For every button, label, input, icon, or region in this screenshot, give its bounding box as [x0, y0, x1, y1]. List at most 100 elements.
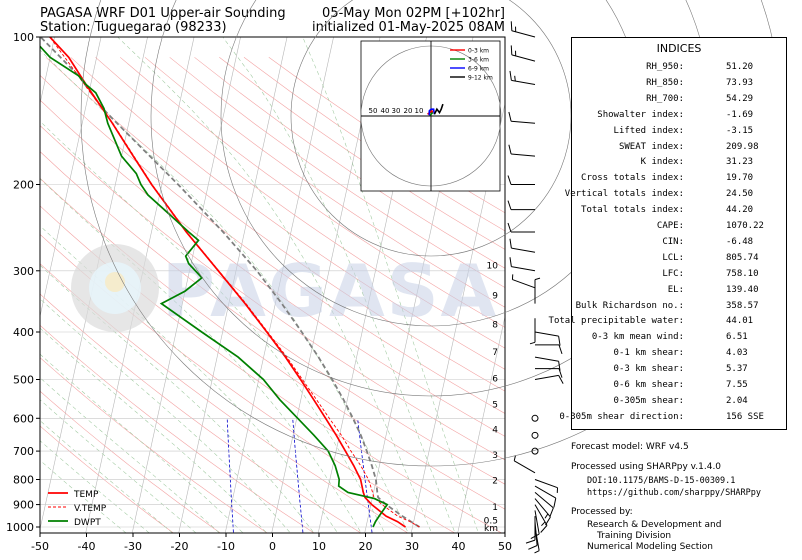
wind-barb-shaft — [534, 479, 558, 489]
wind-barb-flag — [528, 545, 538, 550]
virtual-temperature-line — [49, 37, 420, 528]
x-tick-label: 30 — [405, 540, 419, 553]
y-tick-label: 900 — [13, 499, 34, 512]
indices-panel: INDICES RH_950: 51.20 RH_850: 73.93 RH_700: 5… — [549, 37, 788, 430]
wind-barb-shaft — [534, 485, 557, 499]
index-value: 51.20 — [726, 62, 754, 72]
index-row: 0-3 km mean wind: 6.51 — [572, 332, 788, 346]
y-tick-label: 300 — [13, 265, 34, 278]
y-tick-label: 1000 — [6, 521, 34, 534]
index-row: K index: 31.23 — [572, 157, 788, 171]
mixing-ratio-line — [292, 418, 304, 533]
wind-barb-flag — [558, 336, 561, 346]
legend-label: V.TEMP — [74, 504, 107, 514]
wind-barb — [507, 222, 535, 233]
x-tick-label: 10 — [312, 540, 326, 553]
wind-barb-half — [511, 274, 514, 280]
x-tick-label: -50 — [31, 540, 49, 553]
index-label: 0-305m shear direction: — [559, 411, 684, 422]
index-row: LCL: 805.74 — [572, 253, 788, 267]
wind-barb — [534, 331, 561, 346]
hodograph-legend-label: 0-3 km — [468, 48, 489, 55]
wind-barb-half — [534, 277, 541, 281]
index-row: Lifted index: -3.15 — [572, 126, 788, 140]
pagasa-watermark: PAGASA — [71, 244, 498, 333]
wind-barb-shaft — [511, 266, 536, 272]
wind-barb-shaft — [511, 247, 536, 253]
dewpoint-line — [40, 45, 389, 528]
index-value: 358.57 — [726, 300, 759, 311]
moist-adiabat — [40, 353, 244, 533]
hodograph-ring-label: 20 — [404, 107, 413, 115]
index-value: 6.51 — [726, 332, 748, 343]
processed-by-text: Processed by: — [571, 507, 633, 517]
wind-barb-flag — [553, 497, 557, 508]
index-value: 24.50 — [726, 189, 754, 200]
temperature-line — [49, 37, 406, 528]
chart-title-left-line1: PAGASA WRF D01 Upper-air Sounding — [40, 6, 286, 21]
wind-barb-calm — [531, 431, 539, 439]
index-value: 209.98 — [726, 141, 759, 152]
y-tick-label: 100 — [13, 31, 34, 44]
x-tick-label: -40 — [78, 540, 96, 553]
moist-adiabat — [40, 225, 338, 533]
index-value: 44.01 — [726, 316, 754, 327]
moist-adiabat — [40, 264, 315, 533]
index-row: EL: 139.40 — [572, 285, 788, 299]
dry-adiabat — [95, 57, 505, 349]
x-tick-label: -30 — [124, 540, 142, 553]
index-label: CAPE: — [656, 221, 684, 231]
index-row: RH_950: 51.20 — [572, 62, 788, 76]
isotherm — [457, 315, 505, 533]
index-label: SWEAT index: — [618, 141, 684, 152]
index-label: LCL: — [662, 252, 684, 263]
y-tick-label: 200 — [13, 179, 34, 192]
index-label: 0-3 km shear: — [613, 364, 684, 375]
index-label: Vertical totals index: — [564, 189, 684, 200]
watermark-text: PAGASA — [162, 249, 498, 333]
wind-barb-flag — [558, 375, 564, 384]
height-label: 9 — [492, 291, 498, 301]
wind-barb — [509, 70, 536, 85]
dry-adiabat — [40, 205, 503, 533]
dry-adiabat — [40, 263, 409, 533]
wind-barb — [510, 45, 536, 62]
index-row: Showalter index: -1.69 — [572, 110, 788, 124]
legend-label: DWPT — [74, 518, 101, 528]
dry-adiabat — [40, 293, 362, 533]
wind-barb-half — [541, 521, 546, 527]
index-value: 4.03 — [726, 348, 748, 359]
index-label: Bulk Richardson no.: — [575, 300, 684, 311]
index-row: LFC: 758.10 — [572, 269, 788, 283]
index-value: 31.23 — [726, 157, 754, 168]
wind-barb — [534, 479, 559, 493]
isotherm — [40, 37, 102, 318]
x-tick-label: -10 — [217, 540, 235, 553]
height-label: 1 — [492, 503, 498, 513]
index-row: 0-305m shear: 2.04 — [572, 396, 788, 410]
index-label: LFC: — [662, 268, 684, 279]
wind-barb — [511, 274, 536, 289]
wind-barbs — [507, 21, 564, 554]
dry-adiabat — [120, 57, 505, 328]
index-label: CIN: — [662, 236, 684, 247]
dry-adiabat — [219, 57, 505, 250]
height-label: 5 — [492, 401, 498, 411]
index-value: 73.93 — [726, 77, 754, 88]
wind-barb — [508, 144, 536, 157]
x-tick-label: 50 — [498, 540, 512, 553]
wind-barb — [535, 344, 563, 355]
wind-barb-flag — [530, 533, 540, 539]
chart-legend: TEMP V.TEMP DWPT — [48, 490, 107, 528]
dry-adiabat — [40, 357, 268, 533]
dry-adiabat — [70, 57, 505, 370]
hodograph-trace — [433, 103, 444, 115]
index-row: RH_700: 54.29 — [572, 94, 788, 108]
index-value: -3.15 — [726, 125, 754, 136]
wind-barb-flag — [510, 45, 513, 55]
wind-barb-shaft — [513, 460, 536, 474]
chart-title-left-line2: Station: Tuguegarao (98233) — [40, 20, 227, 35]
isotherm — [0, 37, 8, 537]
index-row: 0-1 km shear: 4.03 — [572, 348, 788, 362]
